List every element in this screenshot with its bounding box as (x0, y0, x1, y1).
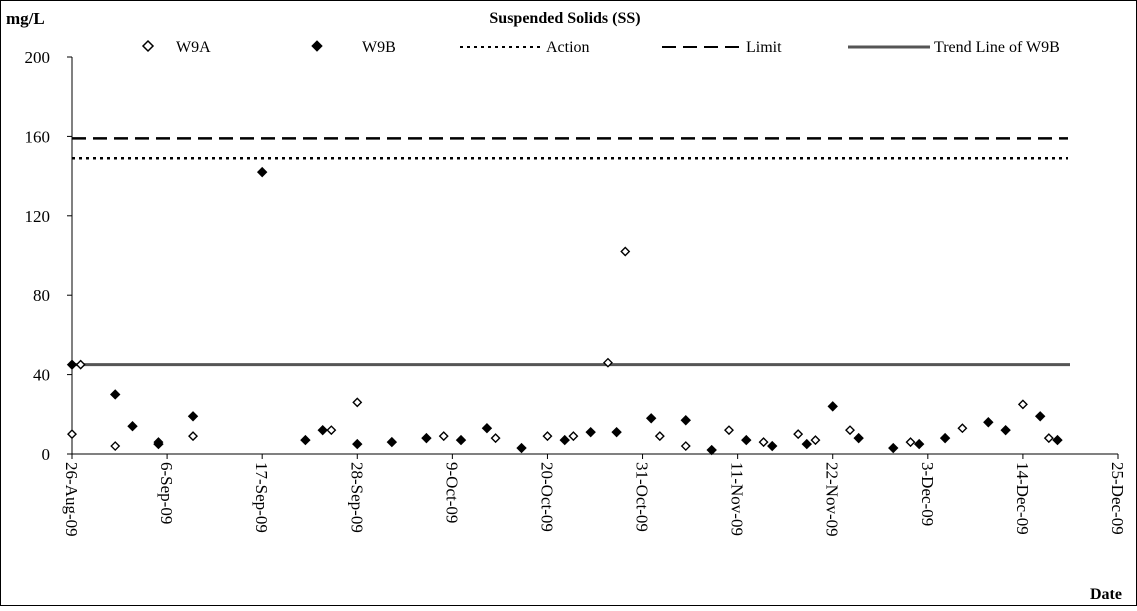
point-w9b (680, 415, 691, 426)
x-tick-label: 14-Dec-09 (1013, 462, 1032, 535)
point-w9b (611, 426, 622, 438)
y-axis-ticks: 0 40 80 120 160 200 (25, 48, 72, 464)
x-tick-label: 28-Sep-09 (347, 462, 366, 533)
point-w9b (187, 411, 199, 422)
point-w9a (620, 246, 631, 257)
legend-trend-label: Trend Line of W9B (934, 39, 1060, 56)
point-w9a (845, 425, 856, 436)
legend-w9b-label: W9B (362, 39, 396, 56)
point-w9b (913, 438, 925, 450)
point-w9a (1043, 433, 1054, 444)
point-w9b (455, 434, 467, 446)
point-w9b (767, 440, 778, 452)
point-w9b (853, 432, 864, 444)
x-axis-label: Date (1090, 586, 1122, 603)
point-w9b (801, 438, 813, 450)
legend-w9a-label: W9A (176, 39, 211, 56)
x-axis-ticks: 26-Aug-09 6-Sep-09 17-Sep-09 28-Sep-09 9-Oct… (62, 454, 1127, 537)
chart-title: Suspended Solids (SS) (489, 10, 640, 27)
point-w9b (888, 442, 899, 454)
point-w9b (585, 426, 596, 438)
point-w9a (326, 425, 337, 436)
point-w9a (110, 441, 121, 452)
reference-lines (72, 137, 1068, 160)
y-tick-label: 40 (33, 366, 50, 385)
point-w9a (810, 435, 821, 446)
x-tick-label: 6-Sep-09 (157, 462, 176, 524)
y-tick-label: 200 (25, 48, 51, 67)
point-w9b (706, 444, 717, 456)
point-w9a (188, 431, 199, 442)
point-w9b (741, 434, 752, 446)
legend: W9A W9B Action Limit Trend Line of W9B (141, 39, 1060, 56)
point-w9b (983, 417, 994, 428)
point-w9a (67, 429, 77, 440)
point-w9b (153, 438, 164, 450)
point-w9b (559, 434, 570, 446)
x-tick-label: 9-Oct-09 (442, 462, 461, 523)
data-points (66, 166, 1063, 456)
y-tick-label: 0 (42, 445, 51, 464)
x-tick-label: 25-Dec-09 (1108, 462, 1127, 535)
y-axis-label: mg/L (6, 9, 45, 28)
point-w9b (256, 166, 268, 178)
point-w9a (1017, 399, 1028, 410)
point-w9b (1034, 411, 1046, 422)
x-tick-label: 11-Nov-09 (728, 462, 747, 536)
point-w9b (827, 401, 838, 412)
point-w9a (602, 357, 613, 368)
point-w9b (386, 436, 398, 448)
legend-w9b-marker (311, 40, 323, 52)
point-w9a (724, 425, 734, 436)
point-w9b (300, 434, 311, 446)
point-w9b (110, 389, 121, 400)
point-w9a (905, 437, 916, 448)
point-w9b (66, 359, 78, 370)
point-w9b (317, 424, 328, 436)
point-w9a (75, 359, 86, 370)
point-w9a (568, 431, 579, 442)
y-tick-label: 120 (25, 207, 51, 226)
point-w9a (352, 397, 363, 408)
point-w9b (516, 442, 527, 454)
y-tick-label: 80 (33, 286, 50, 305)
point-w9a (542, 431, 553, 442)
point-w9a (957, 423, 968, 434)
x-tick-label: 20-Oct-09 (537, 462, 556, 532)
point-w9b (127, 421, 138, 432)
x-tick-label: 22-Nov-09 (823, 462, 842, 537)
x-tick-label: 26-Aug-09 (62, 462, 81, 537)
point-w9b (645, 413, 657, 424)
point-w9b (352, 438, 363, 450)
x-tick-label: 31-Oct-09 (633, 462, 652, 532)
point-w9b (1052, 434, 1063, 446)
x-tick-label: 17-Sep-09 (252, 462, 271, 533)
point-w9b (939, 432, 951, 444)
point-w9b (1000, 424, 1011, 436)
legend-limit-label: Limit (746, 39, 782, 56)
x-tick-label: 3-Dec-09 (918, 462, 937, 526)
point-w9b (481, 422, 493, 434)
point-w9a (490, 433, 501, 444)
point-w9a (438, 431, 449, 442)
point-w9b (421, 432, 432, 444)
legend-w9a-marker (141, 39, 155, 53)
point-w9a (680, 441, 691, 452)
legend-action-label: Action (546, 39, 590, 56)
point-w9a (654, 431, 665, 442)
point-w9a (793, 429, 804, 440)
y-tick-label: 160 (25, 127, 51, 146)
point-w9a (758, 437, 769, 448)
